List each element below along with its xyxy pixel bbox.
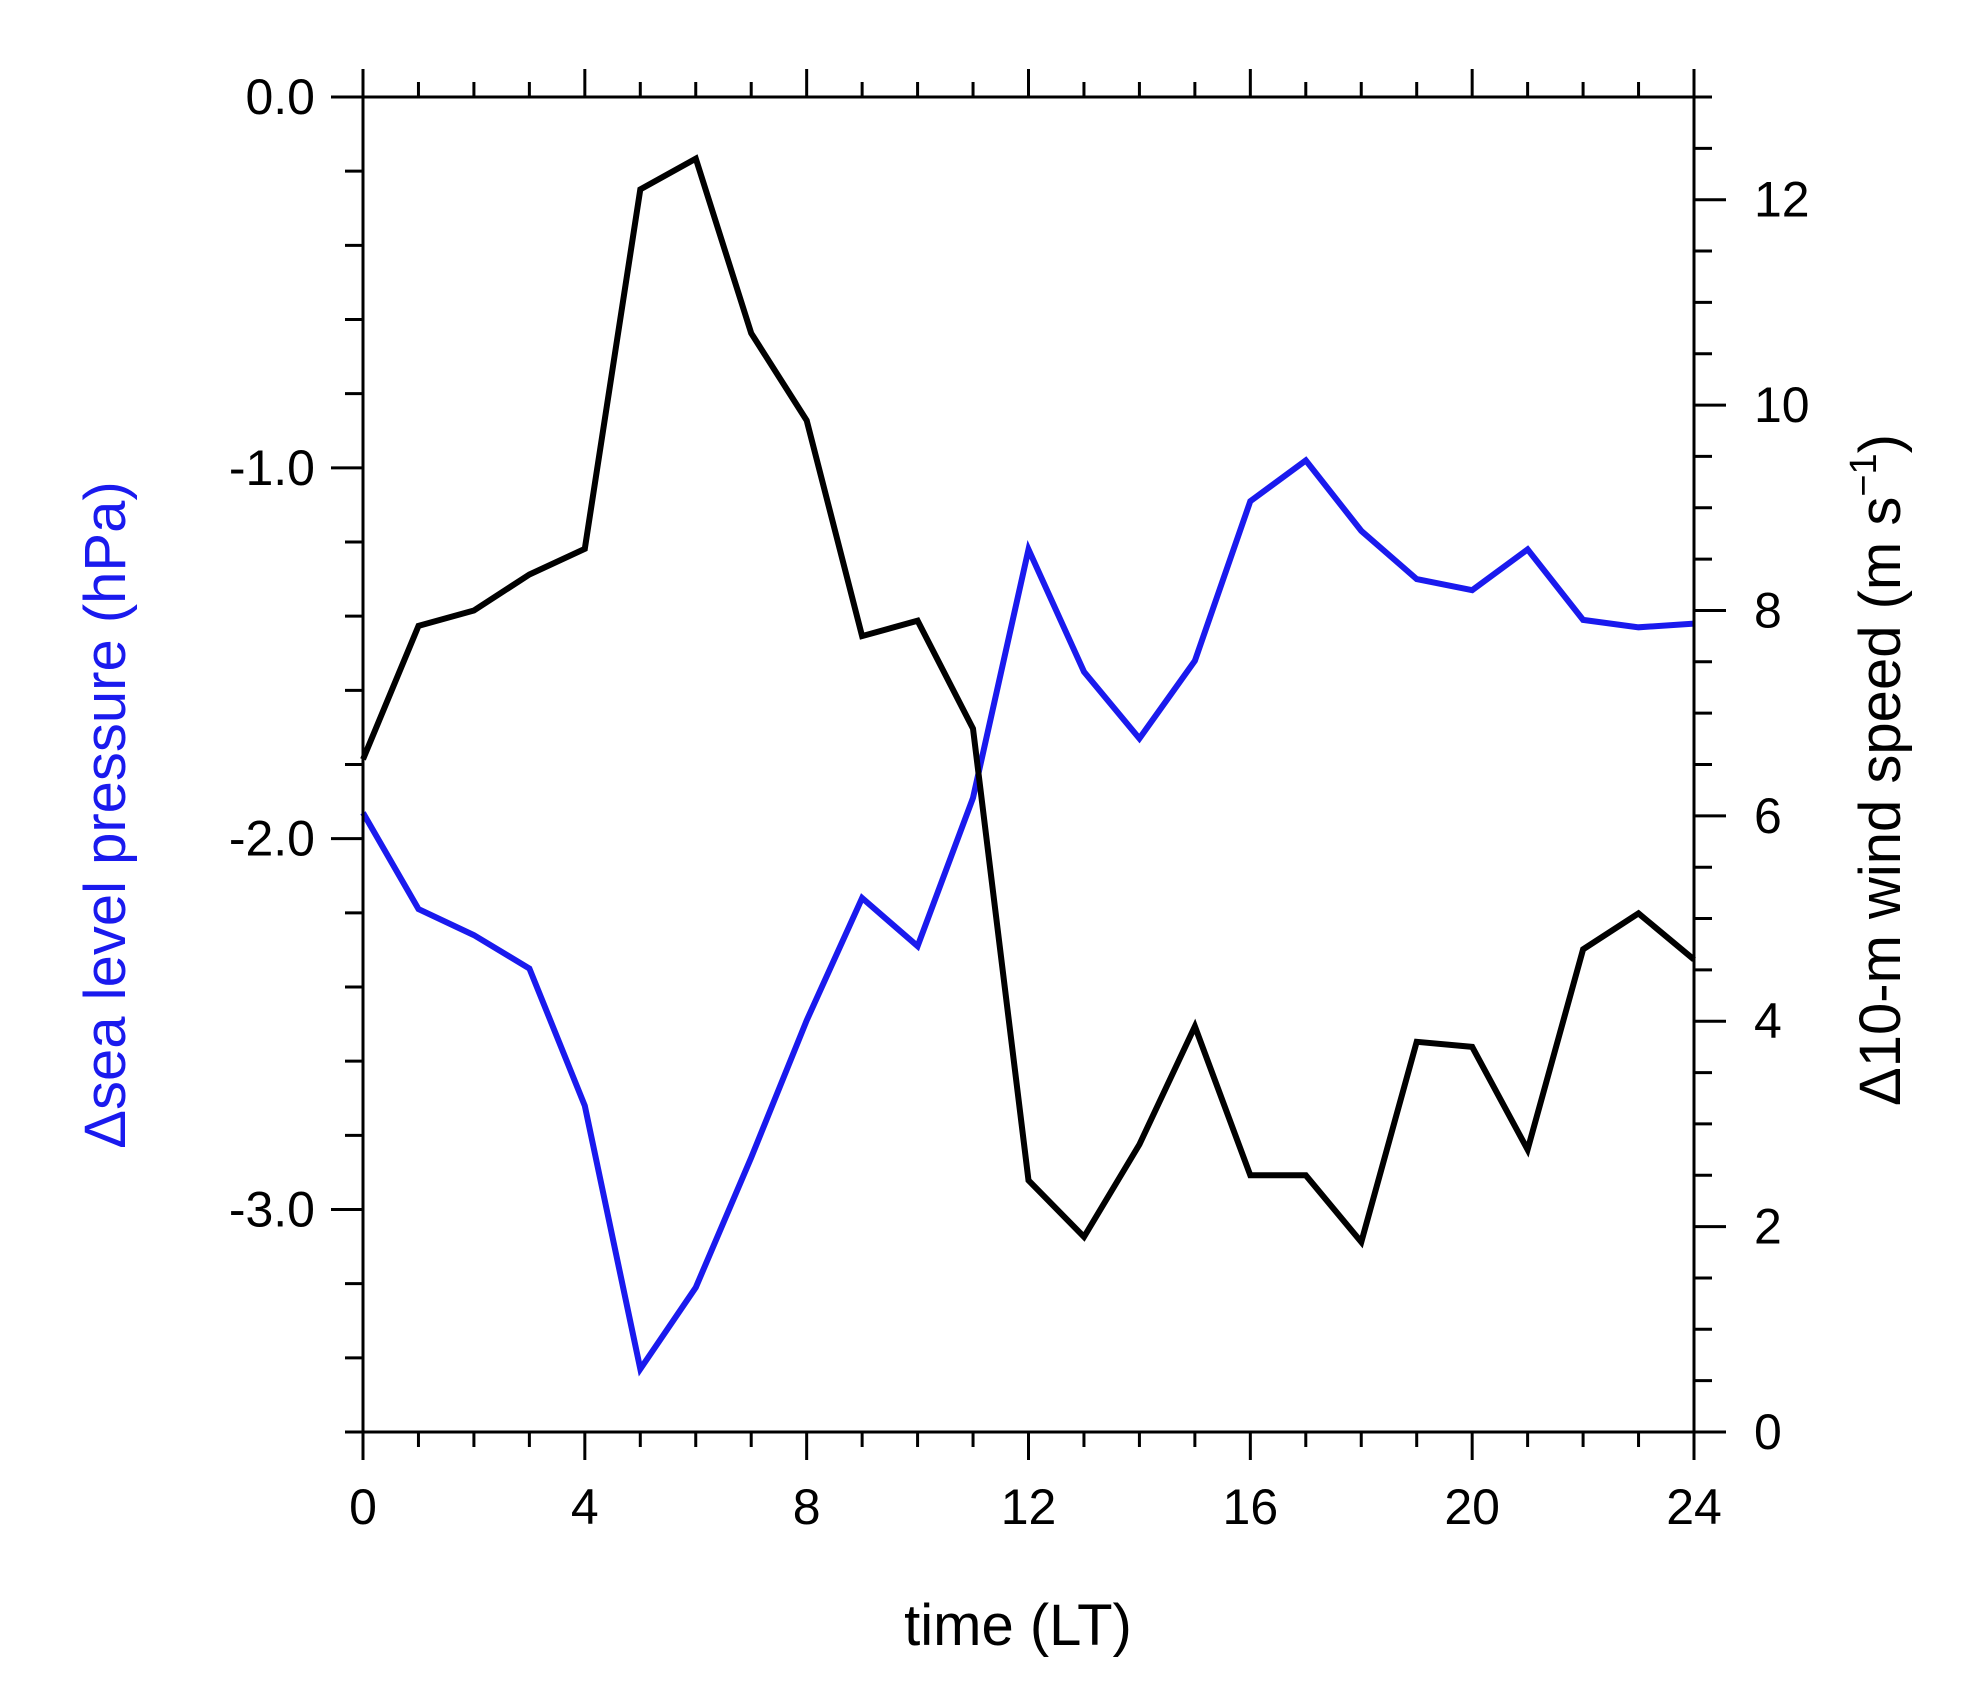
wind-speed-series-line xyxy=(360,154,1696,1249)
right-y-tick-label: 0 xyxy=(1754,1404,1782,1460)
right-y-tick-label: 4 xyxy=(1754,993,1782,1049)
left-y-tick-label: -1.0 xyxy=(229,440,315,496)
right-y-tick-label: 12 xyxy=(1754,172,1810,228)
plot-frame xyxy=(361,95,1696,1434)
right-y-axis-title-main: Δ10-m wind speed (m s xyxy=(1848,497,1913,1106)
right-y-axis-title-superscript: −1 xyxy=(1843,453,1885,496)
right-y-axis-title: Δ10-m wind speed (m s−1) xyxy=(1843,434,1913,1106)
right-y-tick-label: 6 xyxy=(1754,788,1782,844)
right-y-tick-label: 2 xyxy=(1754,1199,1782,1255)
x-tick-label: 16 xyxy=(1223,1479,1279,1535)
x-tick-label: 8 xyxy=(793,1479,821,1535)
left-y-tick-label: -3.0 xyxy=(229,1182,315,1238)
series-layer xyxy=(360,154,1696,1377)
left-y-axis-title: Δsea level pressure (hPa) xyxy=(73,481,138,1148)
pressure-series-line xyxy=(360,456,1695,1377)
x-tick-label: 20 xyxy=(1444,1479,1500,1535)
x-tick-label: 0 xyxy=(349,1479,377,1535)
left-y-tick-label: -2.0 xyxy=(229,811,315,867)
right-y-axis-title-end: ) xyxy=(1848,434,1913,453)
x-tick-label: 4 xyxy=(571,1479,599,1535)
x-tick-label: 24 xyxy=(1666,1479,1722,1535)
x-tick-label: 12 xyxy=(1001,1479,1057,1535)
axis-ticks xyxy=(331,69,1726,1460)
right-y-tick-label: 10 xyxy=(1754,377,1810,433)
x-axis-title: time (LT) xyxy=(904,1593,1132,1658)
left-y-tick-label: 0.0 xyxy=(245,69,315,125)
right-y-tick-label: 8 xyxy=(1754,582,1782,638)
